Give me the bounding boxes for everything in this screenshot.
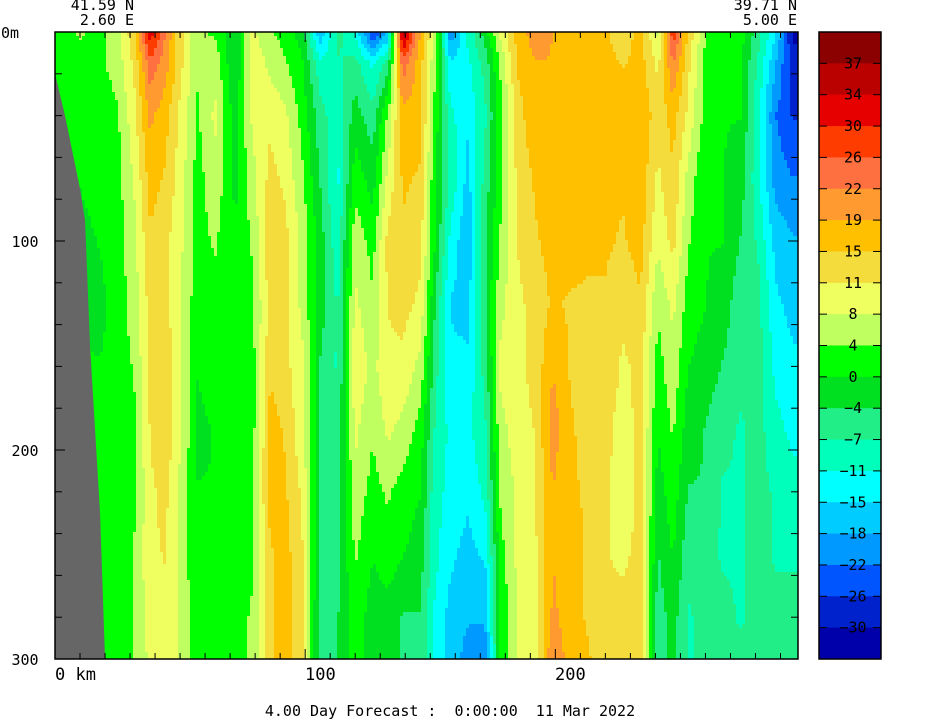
left-corner-lon: 2.60 E bbox=[80, 11, 134, 29]
heatmap-field bbox=[55, 32, 800, 661]
right-corner-lon: 5.00 E bbox=[743, 11, 797, 29]
